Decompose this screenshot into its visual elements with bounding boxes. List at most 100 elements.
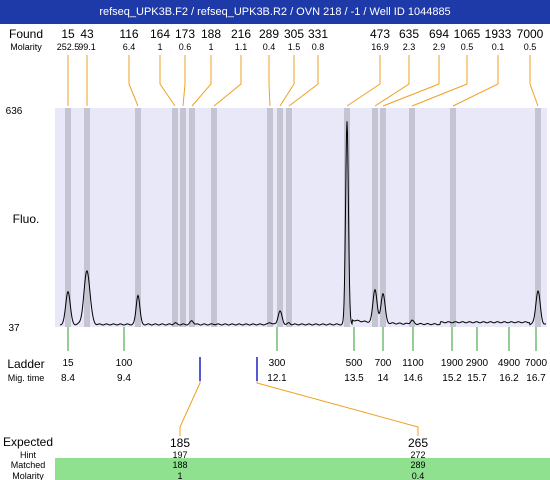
ladder-size-label: 500	[346, 358, 363, 369]
found-molarity-label: 0.8	[312, 42, 325, 52]
y-tick-top: 636	[6, 106, 23, 117]
found-leader-164	[159, 55, 176, 107]
found-molarity-label: 0.6	[179, 42, 192, 52]
mig-time-label: Mig. time	[8, 373, 45, 383]
electropherogram-chart: Found Molarity Fluo. 636 37 Ladder Mig. …	[3, 27, 550, 480]
found-molarity-label: 0.5	[461, 42, 474, 52]
found-band-305	[277, 108, 283, 327]
found-size-label: 116	[119, 27, 138, 41]
molarity-row-label: Molarity	[12, 471, 44, 480]
found-label: Found	[9, 27, 43, 41]
found-band-331	[286, 108, 292, 327]
ladder-size-label: 7000	[525, 358, 548, 369]
found-size-label: 289	[259, 27, 279, 41]
found-band-7000	[535, 108, 541, 327]
found-band-216	[211, 108, 217, 327]
found-band-173	[180, 108, 186, 327]
ladder-size-label: 1100	[402, 358, 424, 369]
fluo-label: Fluo.	[13, 212, 40, 226]
found-band-43	[84, 108, 90, 327]
expected-matched-value: 188	[172, 460, 187, 470]
found-size-label: 15	[61, 27, 75, 41]
chart-title-bar: refseq_UPK3B.F2 / refseq_UPK3B.R2 / OVN …	[0, 0, 550, 24]
ladder-label: Ladder	[7, 357, 44, 371]
expected-size-label: 265	[408, 436, 428, 450]
found-leader-694	[382, 55, 440, 107]
found-leader-473	[346, 55, 381, 107]
found-molarity-label: 1	[208, 42, 213, 52]
ladder-size-label: 700	[375, 358, 392, 369]
found-leader-331	[288, 55, 319, 107]
hint-label: Hint	[20, 450, 37, 460]
found-molarity-label: 252.5	[57, 42, 80, 52]
fluorescence-trace	[59, 121, 546, 326]
found-size-label: 43	[80, 27, 94, 41]
found-molarity-label: 16.9	[371, 42, 389, 52]
found-leader-116	[128, 55, 139, 107]
found-leader-1933	[452, 55, 499, 107]
ladder-size-label: 4900	[498, 358, 521, 369]
found-band-1933	[450, 108, 456, 327]
found-molarity-label: 1.1	[235, 42, 248, 52]
found-size-label: 694	[429, 27, 449, 41]
ladder-mig-time-label: 14	[377, 373, 389, 384]
expected-hint-value: 272	[410, 450, 425, 460]
found-size-label: 1065	[454, 27, 481, 41]
found-band-635	[372, 108, 378, 327]
ladder-mig-time-label: 13.5	[344, 373, 364, 384]
found-size-label: 7000	[517, 27, 544, 41]
found-molarity-label: 6.4	[123, 42, 136, 52]
found-size-label: 216	[231, 27, 251, 41]
found-molarity-label: 2.3	[403, 42, 416, 52]
ladder-size-label: 1900	[441, 358, 464, 369]
matched-row-background	[55, 458, 550, 469]
molarity-row-background	[55, 469, 550, 480]
ladder-mig-time-label: 15.2	[442, 373, 462, 384]
found-size-label: 164	[150, 27, 170, 41]
found-size-label: 473	[370, 27, 390, 41]
ladder-mig-time-label: 16.7	[526, 373, 546, 384]
ladder-mig-time-label: 16.2	[499, 373, 519, 384]
found-band-1065	[409, 108, 415, 327]
found-size-label: 1933	[485, 27, 512, 41]
found-leader-1065	[411, 55, 468, 107]
found-molarity-label: 0.4	[263, 42, 276, 52]
ladder-size-label: 100	[116, 358, 133, 369]
ladder-size-label: 15	[62, 358, 74, 369]
expected-size-label: 185	[170, 436, 190, 450]
y-tick-bottom: 37	[8, 323, 20, 334]
found-molarity-label: 2.9	[433, 42, 446, 52]
found-band-473	[344, 108, 350, 327]
expected-molarity-value: 0.4	[412, 471, 425, 480]
matched-label: Matched	[11, 460, 46, 470]
found-molarity-label: 99.1	[78, 42, 96, 52]
found-molarity-label: 1	[157, 42, 162, 52]
expected-matched-value: 289	[410, 460, 425, 470]
found-size-label: 635	[399, 27, 419, 41]
found-leader-635	[374, 55, 410, 107]
found-leader-289	[268, 55, 271, 107]
found-size-label: 188	[201, 27, 221, 41]
found-leader-305	[279, 55, 295, 107]
ladder-mig-time-label: 8.4	[61, 373, 75, 384]
ladder-size-label: 2900	[466, 358, 489, 369]
expected-leader-265	[256, 381, 419, 436]
ladder-mig-time-label: 12.1	[267, 373, 287, 384]
found-molarity-label: 1.5	[288, 42, 301, 52]
found-molarity-label: 0.1	[492, 42, 505, 52]
expected-hint-value: 197	[172, 450, 187, 460]
found-leader-188	[191, 55, 212, 107]
ladder-mig-time-label: 9.4	[117, 373, 131, 384]
found-band-694	[380, 108, 386, 327]
molarity-label: Molarity	[10, 42, 42, 52]
found-band-188	[189, 108, 195, 327]
ladder-mig-time-label: 14.6	[403, 373, 423, 384]
found-band-164	[172, 108, 178, 327]
found-size-label: 331	[308, 27, 328, 41]
found-size-label: 173	[175, 27, 195, 41]
chart-title: refseq_UPK3B.F2 / refseq_UPK3B.R2 / OVN …	[99, 6, 451, 18]
ladder-mig-time-label: 15.7	[467, 373, 487, 384]
expected-leader-185	[179, 381, 201, 436]
found-band-15	[65, 108, 71, 327]
found-band-116	[135, 108, 141, 327]
